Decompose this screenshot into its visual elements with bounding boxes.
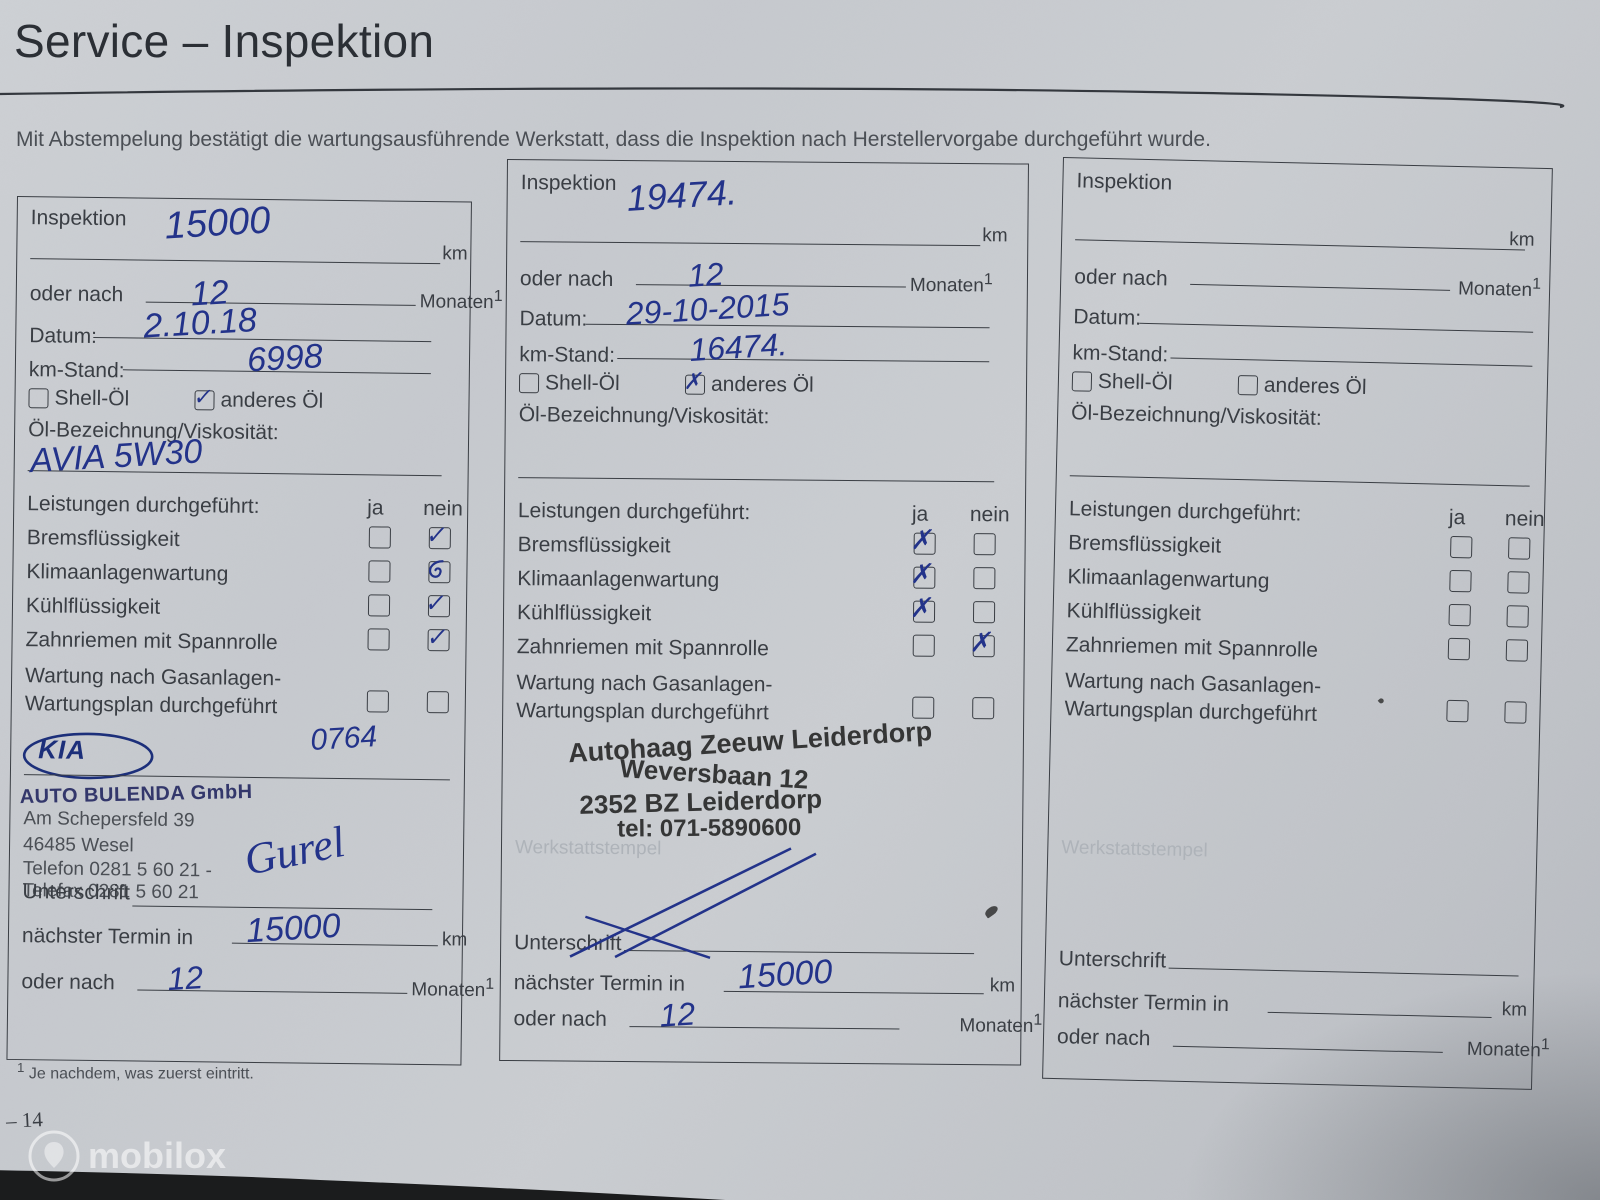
svg-text:mobilox: mobilox — [88, 1135, 226, 1176]
